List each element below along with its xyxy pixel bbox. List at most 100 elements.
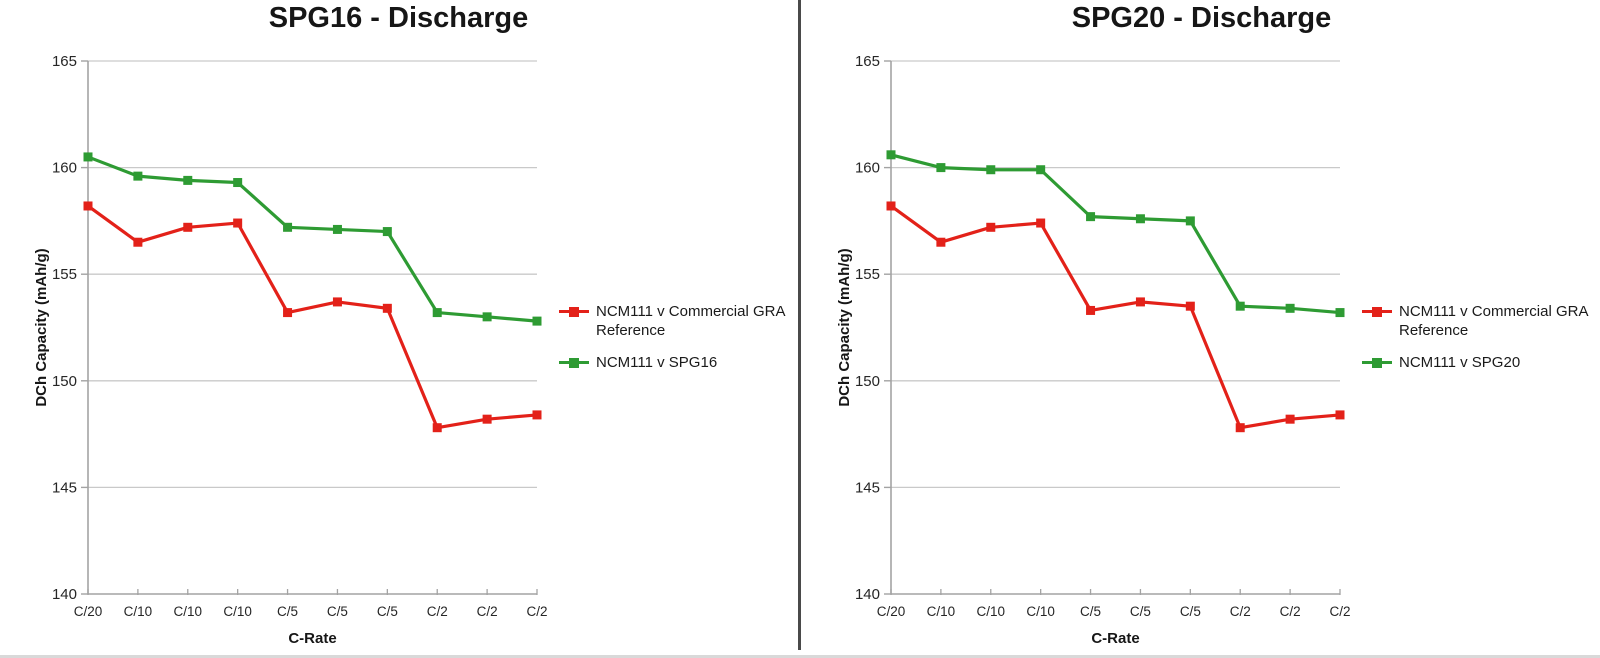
legend-entry-ncm111-v-spg20: NCM111 v SPG20 [1362,353,1596,372]
series-ncm111-v-spg16 [83,152,542,326]
data-point-marker [133,237,143,247]
data-point-marker [382,303,392,313]
x-tick-label: C/5 [1130,604,1151,619]
series-line [889,153,1342,315]
data-point-marker [1235,301,1245,311]
data-point-marker [936,163,946,173]
x-tick-label: C/2 [1280,604,1301,619]
data-point-marker [1135,214,1145,224]
data-point-marker [886,150,896,160]
x-tick-label: C/10 [977,604,1006,619]
legend-line-square-icon [559,353,589,372]
legend-label: NCM111 v SPG16 [596,354,718,371]
x-tick-label: C/5 [327,604,348,619]
x-tick-label: C/5 [277,604,298,619]
series-ncm111-v-commercial-gra-reference [83,201,542,433]
x-tick-label: C/20 [74,604,103,619]
data-point-marker [283,222,293,232]
x-tick-label: C/2 [477,604,498,619]
data-point-marker [1185,216,1195,226]
data-point-marker [1086,305,1096,315]
data-point-marker [936,237,946,247]
vertical-divider [798,0,801,650]
series-ncm111-v-spg20 [886,150,1345,318]
x-tick-label: C/10 [927,604,956,619]
data-point-marker [986,165,996,175]
series-line [86,155,539,323]
y-tick-label: 150 [855,373,880,390]
plot-area-spg16: 140 145 150 155 160 165 C/20 C/10 C/10 C/10 C/5 C/5… [33,53,548,647]
data-point-marker [382,227,392,237]
series-line [86,204,539,430]
data-point-marker [83,201,93,211]
y-tick-label: 140 [52,586,77,603]
y-axis-title: DCh Capacity (mAh/g) [836,248,853,406]
chart-spg16-discharge: SPG16 - Discharge 140 145 150 155 160 165 C/20… [0,0,797,658]
y-tick-label: 165 [855,53,880,70]
legend-entry-ncm111-v-commercial-gra-reference: NCM111 v Commercial GRA Reference [1362,302,1596,340]
x-tick-label: C/10 [174,604,203,619]
chart-title-spg20: SPG20 - Discharge [1071,2,1332,34]
data-point-marker [233,218,243,228]
y-tick-label: 160 [855,160,880,177]
legend-label: NCM111 v SPG20 [1399,354,1521,371]
x-tick-label: C/10 [124,604,153,619]
data-point-marker [1285,303,1295,313]
legend-line-square-icon [1362,353,1392,372]
legend-label: NCM111 v Commercial GRA Reference [596,303,785,339]
data-point-marker [233,178,243,188]
x-tick-label: C/2 [1329,604,1350,619]
data-point-marker [183,222,193,232]
x-axis-title: C-Rate [288,630,336,647]
bottom-edge-line [0,655,1600,658]
data-point-marker [532,316,542,326]
data-point-marker [1335,410,1345,420]
legend-entry-ncm111-v-commercial-gra-reference: NCM111 v Commercial GRA Reference [559,302,793,340]
data-point-marker [183,175,193,185]
data-point-marker [432,423,442,433]
y-tick-label: 155 [855,266,880,283]
series-line [889,204,1342,430]
chart-title-spg16: SPG16 - Discharge [268,2,529,34]
legend-spg20: NCM111 v Commercial GRA Reference NCM111 … [1362,302,1596,385]
data-point-marker [332,297,342,307]
legend-entry-ncm111-v-spg16: NCM111 v SPG16 [559,353,793,372]
legend-spg16: NCM111 v Commercial GRA Reference NCM111 … [559,302,793,385]
x-tick-label: C/5 [1080,604,1101,619]
y-tick-label: 160 [52,160,77,177]
x-axis-title: C-Rate [1091,630,1139,647]
y-tick-label: 150 [52,373,77,390]
y-axis-title: DCh Capacity (mAh/g) [33,248,50,406]
data-point-marker [986,222,996,232]
data-point-marker [886,201,896,211]
y-tick-label: 140 [855,586,880,603]
x-tick-label: C/5 [1180,604,1201,619]
x-tick-label: C/20 [877,604,906,619]
data-point-marker [432,308,442,318]
data-point-marker [1036,165,1046,175]
chart-spg20-discharge: SPG20 - Discharge 140 145 150 155 160 165 C/20… [803,0,1600,658]
data-point-marker [482,414,492,424]
y-tick-label: 145 [855,479,880,496]
x-tick-label: C/2 [427,604,448,619]
data-point-marker [1235,423,1245,433]
data-point-marker [1335,308,1345,318]
x-tick-label: C/2 [526,604,547,619]
data-point-marker [1036,218,1046,228]
y-tick-label: 165 [52,53,77,70]
data-point-marker [283,308,293,318]
y-tick-label: 145 [52,479,77,496]
data-point-marker [133,171,143,181]
y-tick-label: 155 [52,266,77,283]
data-point-marker [1135,297,1145,307]
data-point-marker [1086,212,1096,222]
x-tick-label: C/2 [1230,604,1251,619]
data-point-marker [83,152,93,162]
legend-line-square-icon [1362,302,1392,321]
data-point-marker [332,224,342,234]
legend-line-square-icon [559,302,589,321]
x-tick-label: C/10 [1026,604,1055,619]
data-point-marker [482,312,492,322]
x-tick-label: C/5 [377,604,398,619]
